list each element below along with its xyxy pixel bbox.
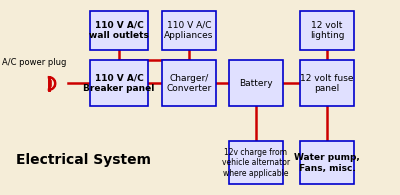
Text: 110 V A/C
Breaker panel: 110 V A/C Breaker panel: [83, 74, 155, 93]
FancyBboxPatch shape: [90, 60, 148, 106]
FancyBboxPatch shape: [229, 60, 283, 106]
Text: 12 volt
lighting: 12 volt lighting: [310, 20, 344, 40]
FancyBboxPatch shape: [300, 11, 354, 50]
FancyBboxPatch shape: [162, 60, 216, 106]
FancyBboxPatch shape: [90, 11, 148, 50]
Text: Battery: Battery: [239, 79, 273, 88]
Text: 12 volt fuse
panel: 12 volt fuse panel: [300, 74, 354, 93]
FancyBboxPatch shape: [229, 141, 283, 184]
Text: A/C power plug: A/C power plug: [2, 58, 66, 67]
FancyBboxPatch shape: [162, 11, 216, 50]
Text: 12v charge from
vehicle alternator
where applicable: 12v charge from vehicle alternator where…: [222, 148, 290, 178]
Text: Charger/
Converter: Charger/ Converter: [166, 74, 212, 93]
Text: Electrical System: Electrical System: [16, 153, 151, 167]
Text: 110 V A/C
Appliances: 110 V A/C Appliances: [164, 20, 214, 40]
Text: Water pump,
Fans, misc.: Water pump, Fans, misc.: [294, 153, 360, 173]
Text: 110 V A/C
wall outlets: 110 V A/C wall outlets: [89, 20, 149, 40]
FancyBboxPatch shape: [300, 60, 354, 106]
FancyBboxPatch shape: [300, 141, 354, 184]
